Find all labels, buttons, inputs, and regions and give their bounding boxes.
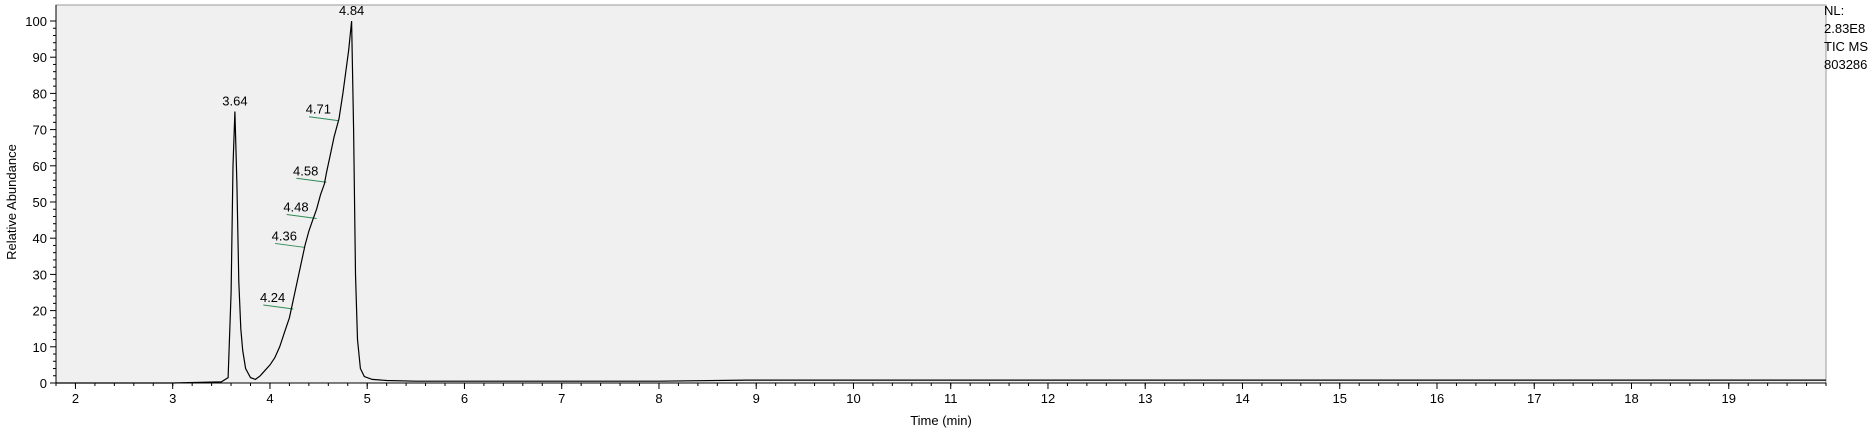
- x-tick-label: 13: [1138, 391, 1152, 406]
- trace-info: NL: 2.83E8 TIC MS 803286: [1824, 2, 1868, 74]
- x-tick-label: 5: [364, 391, 371, 406]
- y-tick-label: 70: [33, 123, 47, 138]
- x-tick-label: 2: [72, 391, 79, 406]
- chromatogram-trace: [56, 20, 1826, 384]
- y-tick-label: 60: [33, 159, 47, 174]
- x-tick-label: 17: [1527, 391, 1541, 406]
- nl-value: 2.83E8: [1824, 21, 1866, 36]
- x-tick-label: 3: [169, 391, 176, 406]
- x-axis: 2 3 4 5 6 7 8 9 10 11 12 13 14 15 16 17 18 19: [55, 382, 1827, 406]
- peak-marker: [274, 242, 306, 248]
- peak-label: 4.58: [293, 163, 318, 178]
- peak-labels: 3.64 4.84 4.71 4.58 4.48 4.36 4.24: [222, 3, 364, 305]
- x-tick-label: 18: [1624, 391, 1638, 406]
- x-tick-label: 6: [461, 391, 468, 406]
- x-tick-label: 12: [1041, 391, 1055, 406]
- x-tick-label: 4: [266, 391, 273, 406]
- x-tick-label: 7: [558, 391, 565, 406]
- nl-label: NL:: [1824, 3, 1845, 18]
- x-tick-label: 9: [753, 391, 760, 406]
- peak-label: 4.36: [272, 228, 297, 243]
- peak-markers: [263, 116, 340, 310]
- peak-label: 4.48: [283, 199, 308, 214]
- x-axis-title: Time (min): [910, 413, 972, 428]
- y-tick-label: 90: [33, 50, 47, 65]
- peak-label: 4.71: [306, 102, 331, 117]
- peak-label: 4.24: [260, 290, 285, 305]
- peak-marker: [296, 177, 327, 183]
- x-tick-label: 15: [1333, 391, 1347, 406]
- x-tick-label: 8: [655, 391, 662, 406]
- x-tick-label: 19: [1722, 391, 1736, 406]
- y-tick-label: 40: [33, 231, 47, 246]
- x-tick-label: 11: [944, 391, 958, 406]
- x-tick-label: 14: [1235, 391, 1249, 406]
- y-axis-title: Relative Abundance: [4, 144, 19, 260]
- peak-marker: [308, 116, 340, 122]
- x-tick-label: 16: [1430, 391, 1444, 406]
- y-tick-label: 80: [33, 86, 47, 101]
- peak-marker: [286, 213, 317, 219]
- trace-type: TIC MS: [1824, 39, 1869, 54]
- x-tick-label: 10: [846, 391, 860, 406]
- peak-label: 3.64: [222, 94, 247, 109]
- y-tick-label: 100: [25, 14, 47, 29]
- y-tick-label: 30: [33, 267, 47, 282]
- plot-area: [55, 4, 1827, 384]
- y-tick-label: 50: [33, 195, 47, 210]
- y-tick-label: 0: [40, 376, 47, 391]
- y-axis: 0 10 20 30 40 50 60 70 80 90 100: [25, 5, 57, 391]
- y-tick-label: 10: [33, 340, 47, 355]
- y-tick-label: 20: [33, 304, 47, 319]
- peak-label: 4.84: [339, 3, 364, 18]
- file-id: 803286: [1824, 57, 1868, 72]
- peak-marker: [263, 304, 294, 310]
